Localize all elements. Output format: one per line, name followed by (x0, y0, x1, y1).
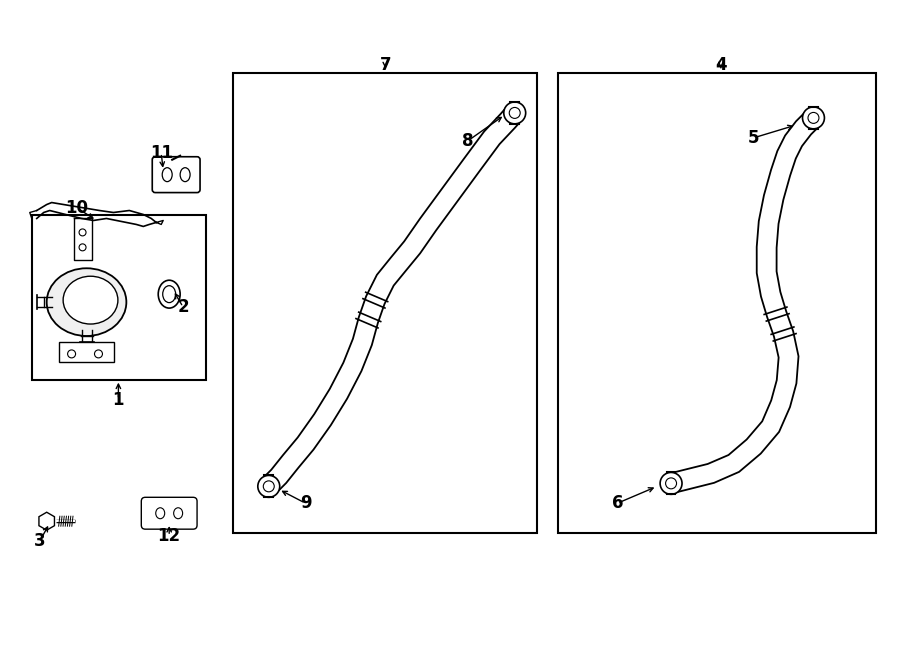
Circle shape (79, 229, 86, 236)
FancyBboxPatch shape (152, 157, 200, 193)
Text: 7: 7 (380, 56, 392, 74)
Bar (233, 73, 536, 533)
Ellipse shape (156, 508, 165, 519)
Text: 4: 4 (715, 56, 726, 74)
Circle shape (808, 113, 819, 123)
Text: 10: 10 (65, 199, 88, 216)
Circle shape (68, 350, 76, 358)
FancyBboxPatch shape (58, 342, 114, 362)
Text: 5: 5 (748, 129, 760, 147)
Ellipse shape (174, 508, 183, 519)
Bar (557, 73, 877, 533)
Circle shape (803, 107, 824, 129)
Text: 6: 6 (611, 495, 623, 512)
Ellipse shape (158, 280, 180, 308)
Circle shape (509, 107, 520, 118)
Ellipse shape (47, 268, 126, 336)
Bar (32, 216, 206, 380)
FancyBboxPatch shape (141, 497, 197, 529)
Text: 2: 2 (177, 298, 189, 316)
Text: 9: 9 (300, 495, 311, 512)
Ellipse shape (63, 276, 118, 324)
Text: 11: 11 (149, 144, 173, 162)
Circle shape (94, 350, 103, 358)
Circle shape (666, 478, 677, 489)
Text: 1: 1 (112, 391, 124, 408)
Ellipse shape (180, 167, 190, 181)
Circle shape (79, 244, 86, 251)
Circle shape (264, 481, 274, 492)
Text: 3: 3 (34, 532, 46, 550)
Text: 12: 12 (158, 527, 181, 545)
Text: 8: 8 (463, 132, 473, 150)
Circle shape (660, 473, 682, 495)
Ellipse shape (162, 167, 172, 181)
Ellipse shape (163, 286, 176, 303)
Circle shape (504, 102, 526, 124)
Circle shape (257, 475, 280, 497)
